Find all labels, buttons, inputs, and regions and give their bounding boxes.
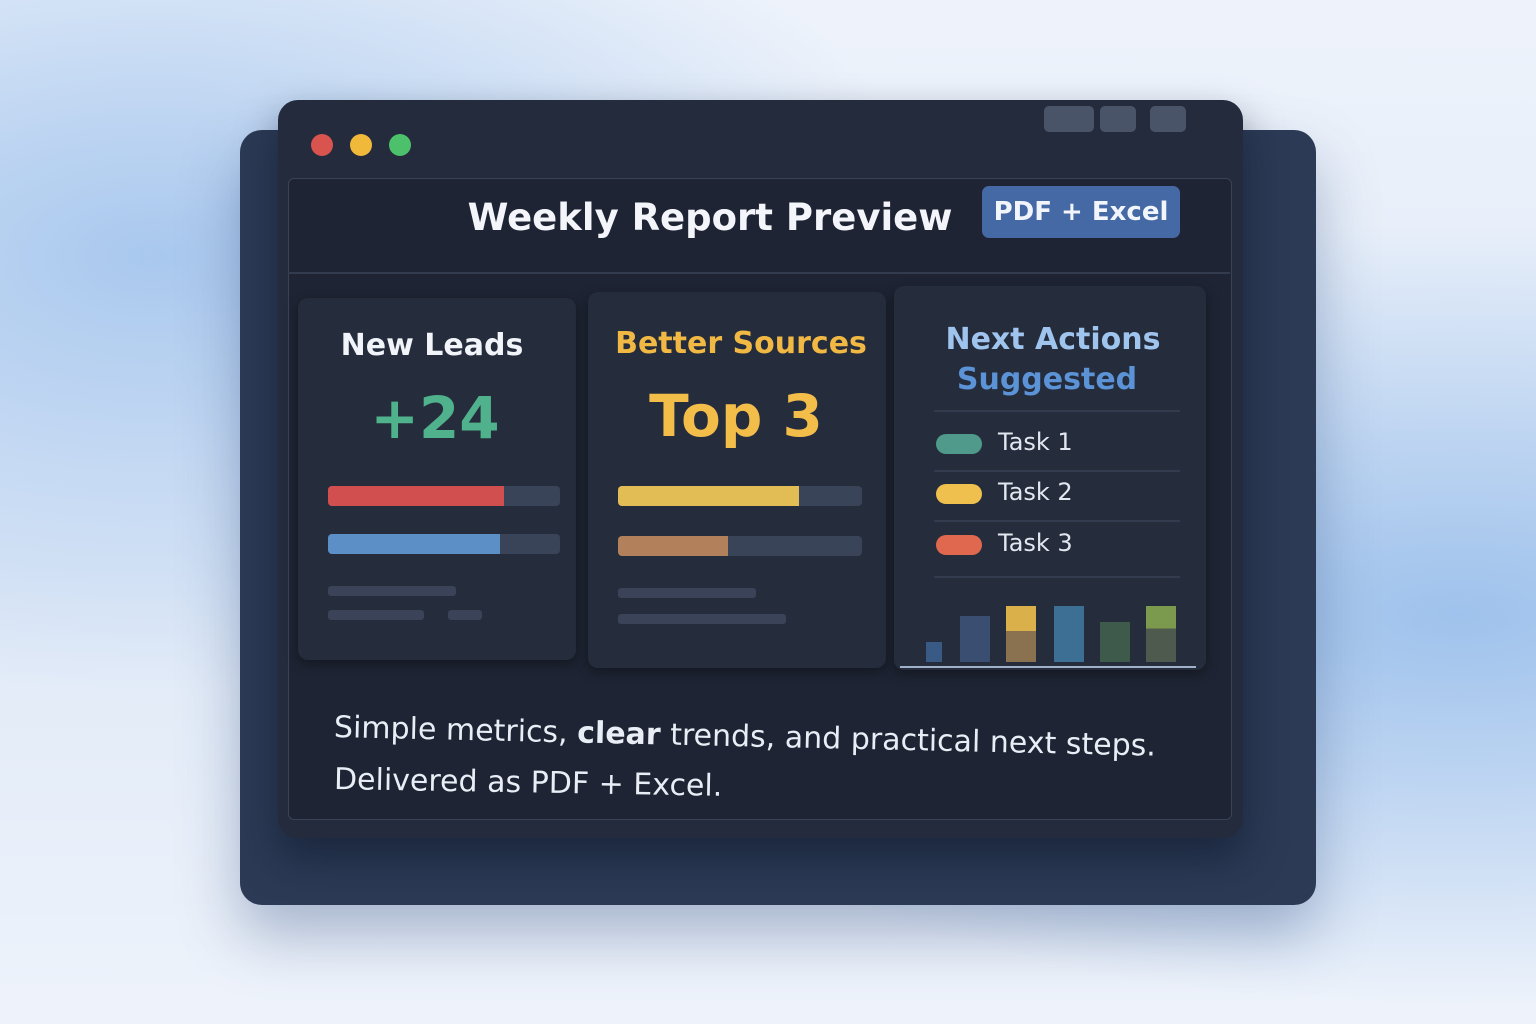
divider <box>934 520 1180 522</box>
window-control[interactable] <box>1044 106 1094 132</box>
task-marker <box>936 484 982 504</box>
task-label[interactable]: Task 2 <box>998 478 1073 506</box>
task-marker <box>936 434 982 454</box>
window-control[interactable] <box>1100 106 1136 132</box>
placeholder-line <box>618 614 786 624</box>
actions-card: Next Actions Suggested Task 1 Task 2 Tas… <box>894 286 1206 670</box>
mini-bar <box>1006 606 1036 662</box>
progress-bar <box>328 534 560 554</box>
mini-bar <box>960 616 990 662</box>
report-header <box>288 178 1230 274</box>
delivery-line: Delivered as PDF + Excel. <box>333 762 723 804</box>
maximize-button[interactable] <box>389 134 411 156</box>
divider <box>934 470 1180 472</box>
mini-bar <box>926 642 942 662</box>
placeholder-line <box>448 610 482 620</box>
mini-bar <box>1146 606 1176 662</box>
card-title: Better Sources <box>615 326 867 361</box>
card-title: Next Actions <box>945 322 1161 357</box>
bookmark-control[interactable] <box>1150 106 1186 132</box>
mini-bar <box>1054 606 1084 662</box>
chart-baseline <box>900 666 1196 668</box>
task-label[interactable]: Task 1 <box>998 428 1073 456</box>
task-label[interactable]: Task 3 <box>998 529 1073 557</box>
card-value: Top 3 <box>649 382 823 450</box>
format-badge[interactable]: PDF + Excel <box>982 186 1180 238</box>
task-marker <box>936 535 982 555</box>
mini-chart <box>924 586 1184 662</box>
placeholder-line <box>328 610 424 620</box>
progress-bar <box>618 536 862 556</box>
card-value: +24 <box>370 384 500 452</box>
leads-card: New Leads +24 <box>298 298 576 660</box>
mini-bar <box>1100 622 1130 662</box>
summary-emphasis: clear <box>576 715 662 753</box>
placeholder-line <box>328 586 456 596</box>
report-title: Weekly Report Preview <box>467 196 953 239</box>
divider <box>934 576 1180 578</box>
close-button[interactable] <box>311 134 333 156</box>
placeholder-line <box>618 588 756 598</box>
progress-bar <box>618 486 862 506</box>
card-subtitle: Suggested <box>956 362 1138 397</box>
divider <box>934 410 1180 412</box>
progress-bar <box>328 486 560 506</box>
card-title: New Leads <box>340 328 524 363</box>
minimize-button[interactable] <box>350 134 372 156</box>
summary-text: Simple metrics, <box>333 710 569 751</box>
sources-card: Better Sources Top 3 <box>588 292 886 668</box>
